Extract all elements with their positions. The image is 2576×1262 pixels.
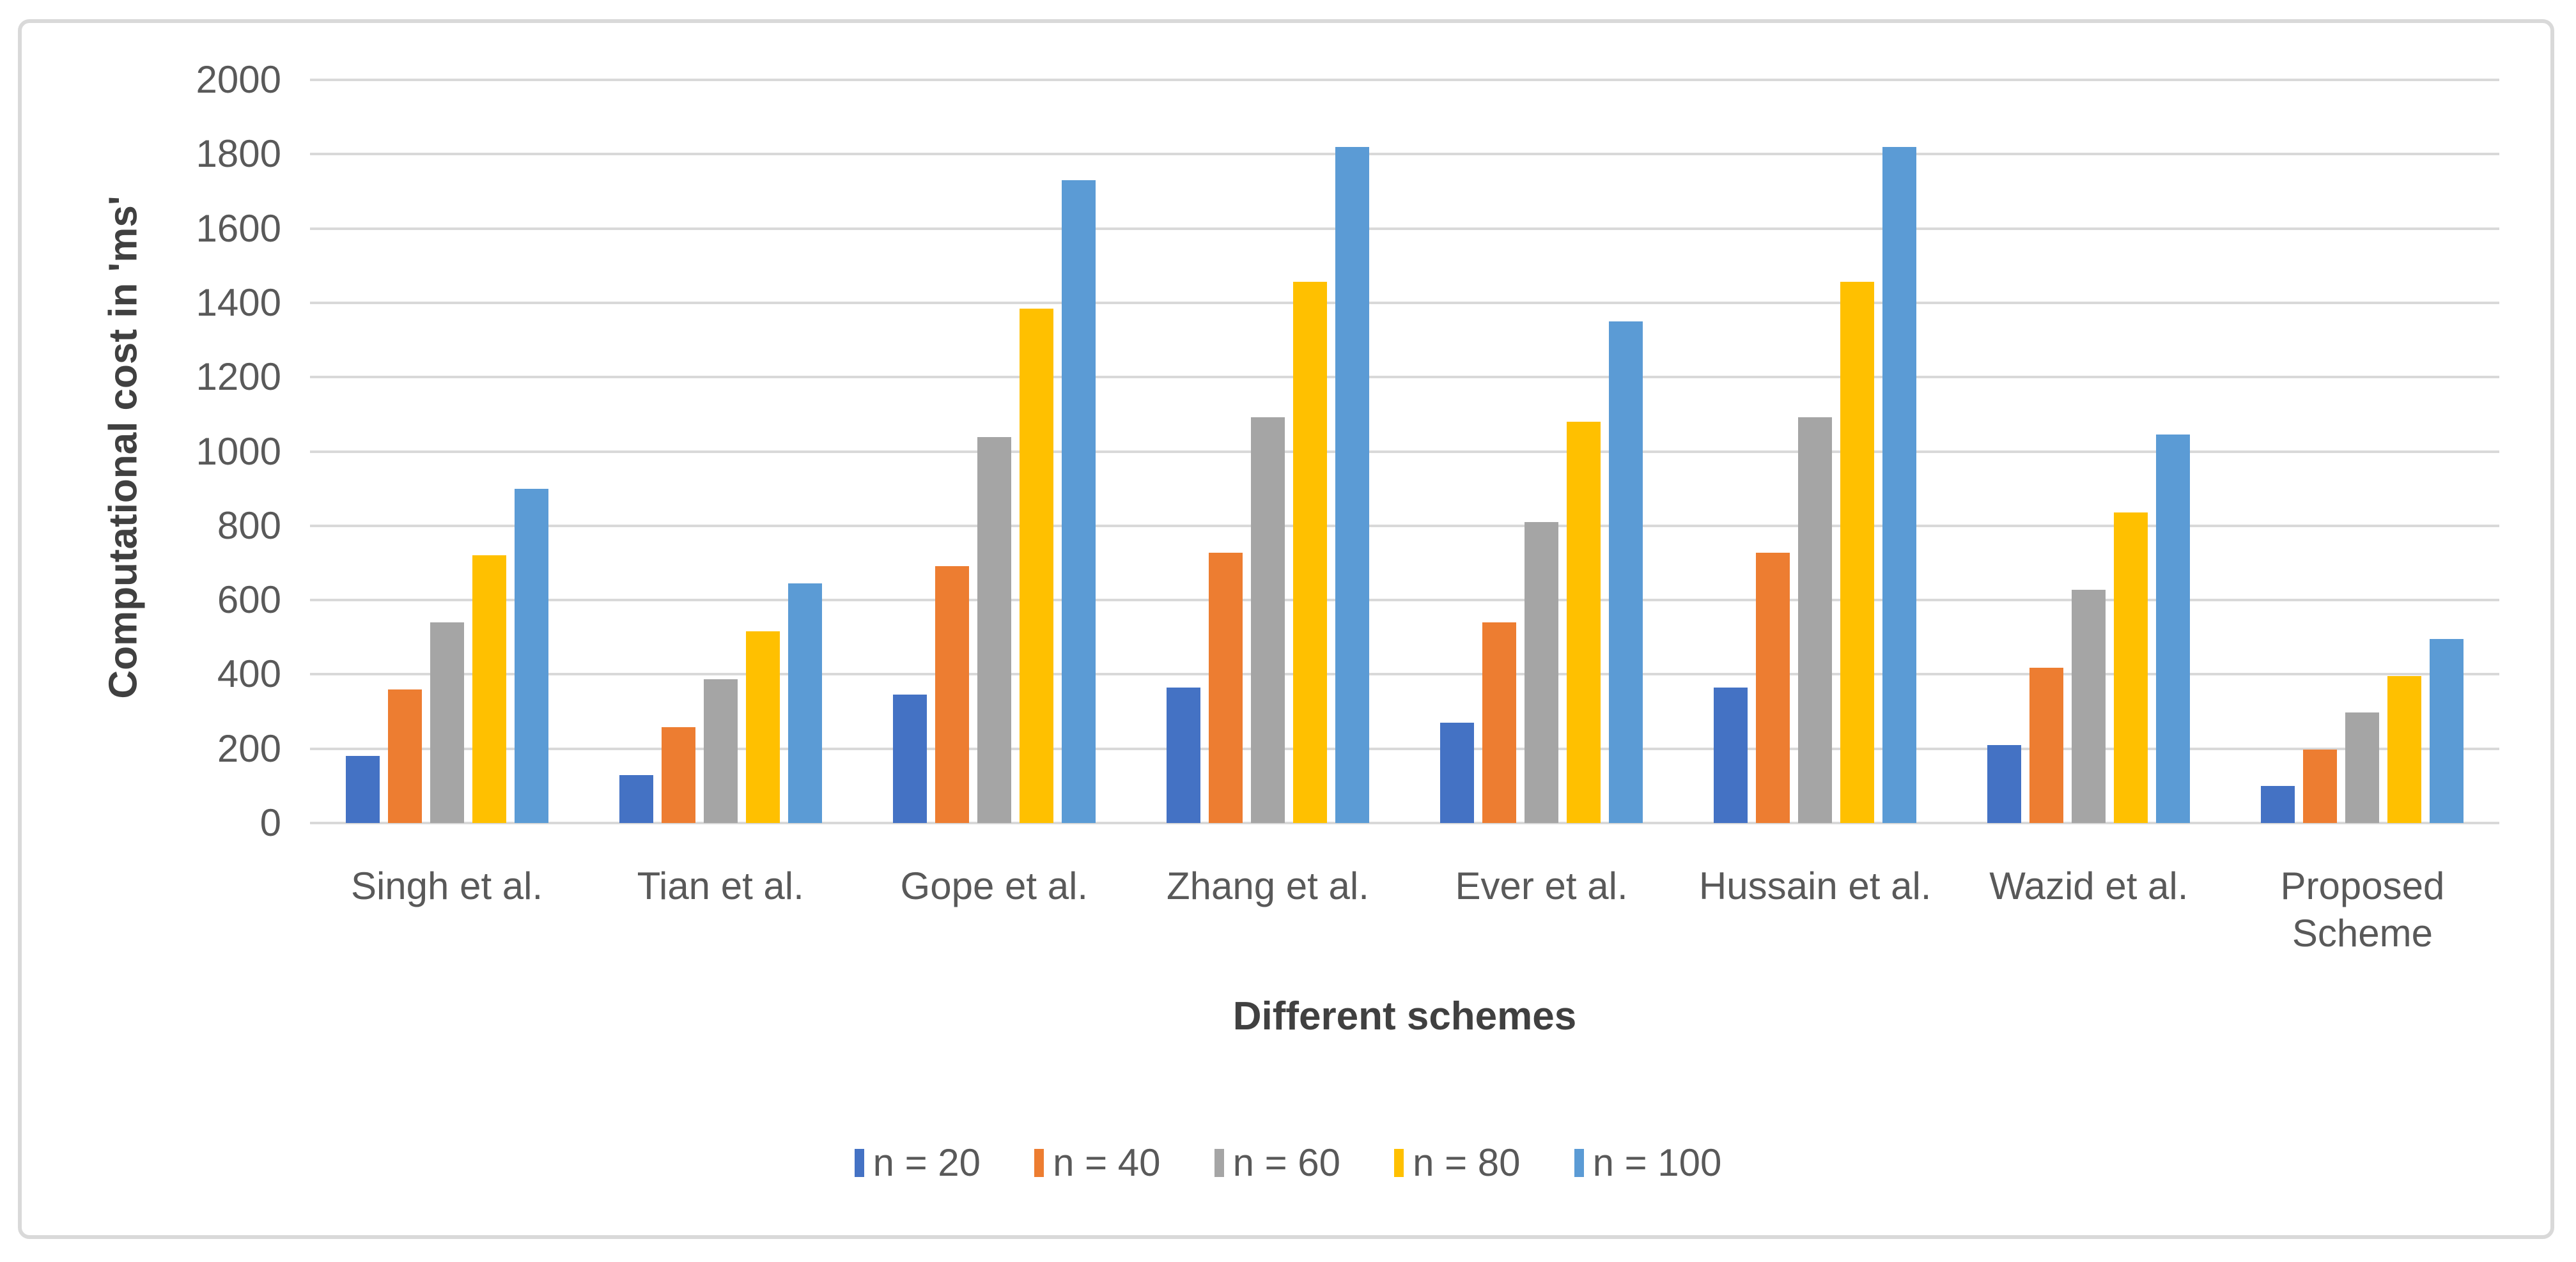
bar-n=80-wazid-et-al- <box>2114 512 2148 823</box>
legend-swatch-icon <box>1034 1149 1044 1177</box>
bar-n=60-hussain-et-al- <box>1798 417 1833 823</box>
gridline-y-600 <box>310 599 2499 602</box>
bar-n=60-ever-et-al- <box>1525 521 1559 823</box>
y-axis-title: Computational cost in 'ms' <box>101 196 146 699</box>
y-tick-label-1200: 1200 <box>196 355 281 399</box>
bar-n=100-zhang-et-al- <box>1335 146 1369 823</box>
plot-area <box>310 79 2499 824</box>
x-category-label-zhang-et-al-: Zhang et al. <box>1167 865 1369 907</box>
gridline-y-1800 <box>310 153 2499 156</box>
gridline-y-800 <box>310 524 2499 527</box>
y-tick-label-800: 800 <box>217 504 281 547</box>
x-category-label-gope-et-al-: Gope et al. <box>900 865 1089 907</box>
bar-n=100-singh-et-al- <box>514 488 548 823</box>
bar-n=80-gope-et-al- <box>1019 309 1053 823</box>
legend-item-n=20: n = 20 <box>854 1141 981 1184</box>
bar-n=40-proposed-scheme <box>2303 749 2338 823</box>
legend-label: n = 80 <box>1413 1141 1521 1184</box>
bar-n=100-gope-et-al- <box>1061 180 1096 823</box>
y-tick-label-1600: 1600 <box>196 206 281 250</box>
y-tick-label-200: 200 <box>217 727 281 770</box>
bar-n=60-proposed-scheme <box>2345 712 2380 823</box>
legend-item-n=100: n = 100 <box>1574 1141 1722 1184</box>
bar-n=40-ever-et-al- <box>1482 622 1517 823</box>
bar-n=80-hussain-et-al- <box>1840 282 1875 823</box>
bar-n=80-ever-et-al- <box>1567 421 1601 823</box>
chart-legend: n = 20 n = 40 n = 60 n = 80 n = 100 <box>0 1144 2576 1182</box>
y-tick-label-0: 0 <box>260 801 281 844</box>
bar-n=40-gope-et-al- <box>935 566 969 823</box>
legend-swatch-icon <box>854 1149 864 1177</box>
legend-item-n=80: n = 80 <box>1394 1144 1521 1182</box>
gridline-y-1200 <box>310 376 2499 379</box>
bar-n=40-zhang-et-al- <box>1208 552 1243 823</box>
gridline-y-1000 <box>310 450 2499 453</box>
legend-label: n = 60 <box>1232 1141 1341 1184</box>
bar-n=20-gope-et-al- <box>892 694 927 823</box>
bar-n=60-zhang-et-al- <box>1250 417 1285 823</box>
bar-n=40-hussain-et-al- <box>1756 552 1790 823</box>
bar-n=40-singh-et-al- <box>387 689 422 823</box>
legend-swatch-icon <box>1214 1149 1224 1177</box>
bar-n=40-tian-et-al- <box>661 727 695 823</box>
bar-n=100-hussain-et-al- <box>1882 146 1917 823</box>
legend-item-n=60: n = 60 <box>1214 1141 1341 1184</box>
bar-n=80-tian-et-al- <box>745 631 780 823</box>
bar-n=60-wazid-et-al- <box>2072 590 2106 823</box>
x-category-label-tian-et-al-: Tian et al. <box>637 865 804 907</box>
bar-n=20-proposed-scheme <box>2261 786 2295 823</box>
gridline-y-2000 <box>310 79 2499 81</box>
legend-label: n = 20 <box>873 1141 981 1184</box>
bar-n=20-hussain-et-al- <box>1714 688 1748 823</box>
gridline-y-200 <box>310 747 2499 750</box>
bar-n=100-wazid-et-al- <box>2156 435 2191 823</box>
bar-n=80-proposed-scheme <box>2387 675 2422 823</box>
bar-n=20-zhang-et-al- <box>1166 688 1200 823</box>
bar-n=80-zhang-et-al- <box>1292 282 1327 823</box>
x-category-label-wazid-et-al-: Wazid et al. <box>1989 865 2189 907</box>
y-tick-label-1400: 1400 <box>196 281 281 324</box>
x-category-label-singh-et-al-: Singh et al. <box>350 865 543 907</box>
bar-n=20-tian-et-al- <box>619 774 653 823</box>
gridline-y-1400 <box>310 301 2499 304</box>
y-tick-label-600: 600 <box>217 578 281 622</box>
legend-swatch-icon <box>1394 1149 1404 1177</box>
bar-n=60-gope-et-al- <box>977 437 1011 823</box>
bar-n=60-tian-et-al- <box>703 679 738 823</box>
bar-n=60-singh-et-al- <box>430 622 464 823</box>
bar-n=100-proposed-scheme <box>2430 639 2464 823</box>
y-tick-label-2000: 2000 <box>196 58 281 101</box>
y-tick-label-400: 400 <box>217 652 281 696</box>
bar-n=20-singh-et-al- <box>345 756 380 823</box>
bar-n=20-ever-et-al- <box>1440 722 1475 823</box>
bar-n=20-wazid-et-al- <box>1987 745 2022 823</box>
bar-n=40-wazid-et-al- <box>2029 667 2064 823</box>
y-tick-label-1800: 1800 <box>196 132 281 176</box>
bar-n=80-singh-et-al- <box>472 555 506 823</box>
gridline-y-1600 <box>310 227 2499 230</box>
legend-label: n = 100 <box>1592 1141 1722 1184</box>
legend-label: n = 40 <box>1053 1141 1161 1184</box>
gridline-y-400 <box>310 673 2499 676</box>
x-axis-title: Different schemes <box>1232 994 1577 1038</box>
legend-swatch-icon <box>1574 1149 1584 1177</box>
y-tick-label-1000: 1000 <box>196 429 281 473</box>
x-category-label-ever-et-al-: Ever et al. <box>1455 865 1628 907</box>
bar-n=100-tian-et-al- <box>788 583 822 823</box>
bar-n=100-ever-et-al- <box>1609 321 1643 823</box>
gridline-y-0 <box>310 822 2499 824</box>
x-category-label-hussain-et-al-: Hussain et al. <box>1698 865 1932 907</box>
x-category-label-proposed-scheme: Proposed Scheme <box>2280 865 2445 955</box>
legend-item-n=40: n = 40 <box>1034 1144 1161 1182</box>
